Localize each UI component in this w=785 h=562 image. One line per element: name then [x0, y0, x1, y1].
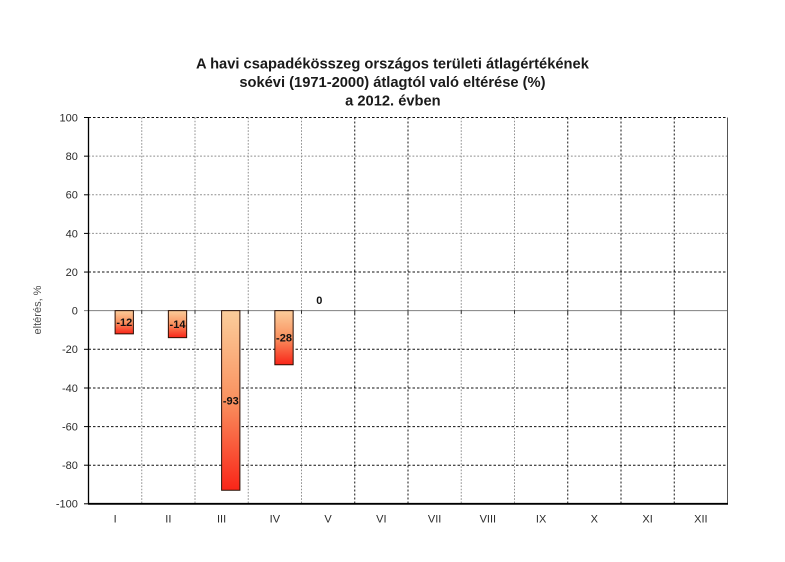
- svg-text:-80: -80: [62, 460, 78, 472]
- svg-text:-100: -100: [56, 499, 78, 511]
- svg-text:IX: IX: [536, 513, 547, 525]
- svg-text:X: X: [591, 513, 599, 525]
- svg-text:XII: XII: [694, 513, 707, 525]
- svg-text:IV: IV: [270, 513, 281, 525]
- svg-text:XI: XI: [642, 513, 652, 525]
- svg-text:-93: -93: [223, 395, 239, 407]
- svg-text:I: I: [114, 513, 117, 525]
- svg-text:-28: -28: [276, 333, 292, 345]
- svg-text:-40: -40: [62, 383, 78, 395]
- svg-text:60: 60: [66, 190, 78, 202]
- svg-text:III: III: [217, 513, 226, 525]
- svg-text:VIII: VIII: [480, 513, 497, 525]
- svg-text:20: 20: [66, 267, 78, 279]
- svg-text:eltérés, %: eltérés, %: [32, 285, 44, 334]
- svg-text:-14: -14: [170, 319, 187, 331]
- svg-text:II: II: [165, 513, 171, 525]
- svg-text:V: V: [324, 513, 332, 525]
- svg-text:0: 0: [316, 295, 322, 307]
- svg-text:VI: VI: [376, 513, 386, 525]
- svg-text:-60: -60: [62, 422, 78, 434]
- svg-text:40: 40: [66, 228, 78, 240]
- svg-text:-20: -20: [62, 344, 78, 356]
- svg-text:-12: -12: [116, 317, 132, 329]
- svg-text:a 2012. évben: a 2012. évben: [345, 93, 441, 109]
- svg-text:100: 100: [60, 112, 78, 124]
- svg-text:sokévi (1971-2000) átlagtól va: sokévi (1971-2000) átlagtól való eltérés…: [239, 75, 545, 91]
- svg-text:VII: VII: [428, 513, 441, 525]
- svg-text:A havi csapadékösszeg országos: A havi csapadékösszeg országos területi …: [196, 56, 590, 72]
- svg-text:0: 0: [72, 306, 78, 318]
- svg-text:80: 80: [66, 151, 78, 163]
